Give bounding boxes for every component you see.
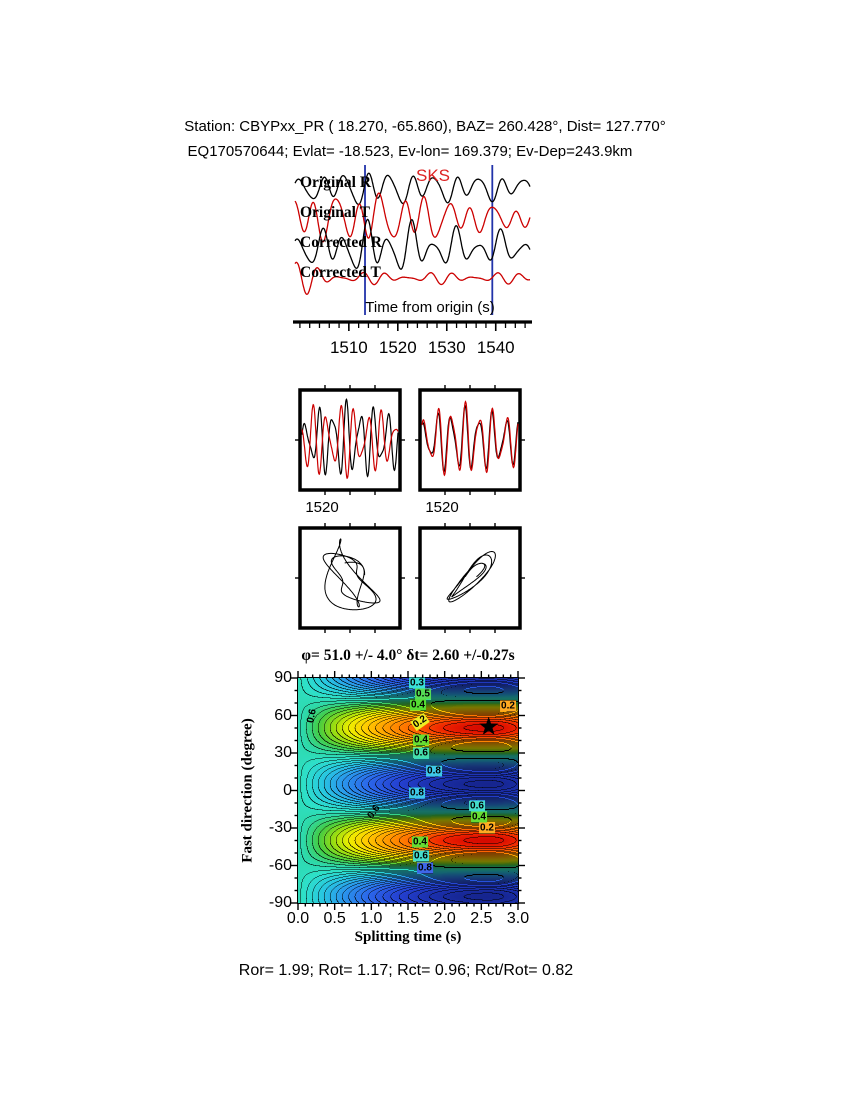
- trace-label-corrected-t: Corrected T: [300, 264, 381, 281]
- time-tick-label: 1530: [428, 338, 466, 357]
- contour-level-label: 0.4: [410, 699, 426, 711]
- time-axis: 1510 1520 1530 1540: [293, 320, 532, 357]
- energy-ratio-stats: Ror= 1.99; Rot= 1.17; Rct= 0.96; Rct/Rot…: [238, 962, 574, 979]
- fast-slow-panel-uncorrected: [295, 385, 405, 495]
- time-axis-title: Time from origin (s): [365, 299, 495, 316]
- fast-direction-tick-label: -60: [268, 856, 292, 874]
- particle-motion-uncorrected: [295, 523, 405, 633]
- misfit-contour-labels: 0.3 0.5 0.4 0.2 0.4 0.6 0.2 0.8 0.8 0.6 0.4 0.2 0.4 0…: [298, 677, 518, 903]
- time-tick-label: 1510: [330, 338, 368, 357]
- trace-label-corrected-r: Corrected R: [300, 234, 382, 251]
- contour-level-label: 0.6: [413, 747, 429, 759]
- splitting-time-tick-label: 3.0: [506, 910, 530, 927]
- contour-level-label: 0.4: [413, 734, 429, 746]
- splitting-time-tick-label: 2.5: [470, 910, 493, 927]
- misfit-contour-plot: 0.3 0.5 0.4 0.2 0.4 0.6 0.2 0.8 0.8 0.6 0.4 0.2 0.4 0…: [297, 677, 519, 904]
- splitting-time-tick-label: 1.5: [396, 910, 420, 927]
- fast-direction-tick-label: 30: [274, 744, 292, 761]
- contour-level-label: 0.2: [500, 700, 516, 712]
- misfit-xlabel: Splitting time (s): [354, 929, 462, 945]
- contour-level-label: 0.4: [471, 811, 487, 823]
- contour-level-label: 0.5: [415, 688, 431, 700]
- splitting-time-tick-label: 0.5: [323, 910, 346, 927]
- misfit-surface: [298, 678, 518, 903]
- contour-level-label: 0.6: [469, 800, 485, 812]
- contour-level-label: 0.8: [426, 765, 442, 777]
- event-header-line: EQ170570644; Evlat= -18.523, Ev-lon= 169…: [187, 143, 633, 160]
- contour-level-label: 0.2: [479, 822, 495, 834]
- particle-motion-corrected: [415, 523, 525, 633]
- fast-direction-tick-label: -30: [268, 819, 292, 836]
- fast-direction-tick-label: 60: [274, 706, 292, 724]
- misfit-axis-ticks: [291, 671, 525, 910]
- time-tick-label: 1540: [477, 338, 515, 357]
- fast-slow-panel-corrected: [415, 385, 525, 495]
- splitting-time-tick-label: 0.0: [286, 910, 310, 927]
- fast-slow-left-ticklabel: 1520: [305, 499, 339, 516]
- splitting-time-tick-label: 2.0: [433, 910, 456, 927]
- splitting-time-tick-label: 1.0: [360, 910, 383, 927]
- contour-level-label: 0.8: [417, 862, 433, 874]
- fast-direction-tick-label: -90: [268, 894, 292, 911]
- station-header-line: Station: CBYPxx_PR ( 18.270, -65.860), B…: [184, 118, 666, 135]
- contour-level-label: 0.8: [409, 787, 425, 799]
- contour-level-label: 0.4: [412, 836, 428, 848]
- fast-direction-tick-label: 0: [283, 781, 292, 799]
- trace-label-original-t: Original T: [300, 204, 370, 221]
- trace-label-original-r: Original R: [300, 174, 372, 191]
- waveform-traces-plot: [294, 165, 531, 315]
- fast-direction-tick-label: 90: [274, 669, 292, 686]
- contour-level-label: 0.6: [413, 850, 429, 862]
- fast-slow-right-ticklabel: 1520: [425, 499, 459, 516]
- time-tick-label: 1520: [379, 338, 417, 357]
- contour-level-label: 0.3: [409, 677, 425, 689]
- misfit-title: φ= 51.0 +/- 4.0° δt= 2.60 +/-0.27s: [301, 647, 515, 664]
- phase-label-sks: SKS: [416, 166, 451, 185]
- best-solution-star: [479, 716, 499, 735]
